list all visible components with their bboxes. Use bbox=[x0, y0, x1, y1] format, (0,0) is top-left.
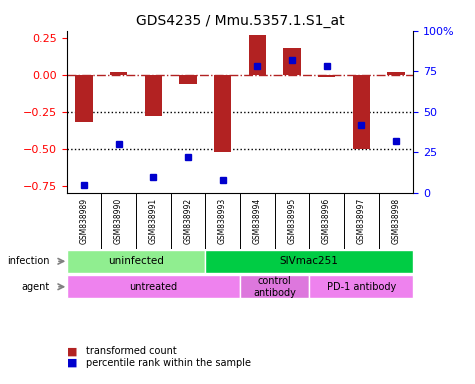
Text: GSM838997: GSM838997 bbox=[357, 198, 366, 244]
Bar bbox=[318, 75, 335, 77]
Text: GSM838990: GSM838990 bbox=[114, 198, 123, 244]
Text: GSM838989: GSM838989 bbox=[79, 198, 88, 244]
Title: GDS4235 / Mmu.5357.1.S1_at: GDS4235 / Mmu.5357.1.S1_at bbox=[135, 14, 344, 28]
Text: GSM838992: GSM838992 bbox=[183, 198, 192, 244]
Text: infection: infection bbox=[7, 256, 49, 266]
Text: agent: agent bbox=[21, 282, 49, 292]
Text: uninfected: uninfected bbox=[108, 256, 164, 266]
Bar bbox=[75, 75, 93, 122]
Text: GSM838995: GSM838995 bbox=[287, 198, 296, 244]
Text: GSM838998: GSM838998 bbox=[391, 198, 400, 244]
FancyBboxPatch shape bbox=[240, 275, 309, 298]
Text: ■: ■ bbox=[66, 346, 77, 356]
Bar bbox=[214, 75, 231, 152]
Bar bbox=[144, 75, 162, 116]
Bar bbox=[179, 75, 197, 84]
Text: ■: ■ bbox=[66, 358, 77, 368]
Bar bbox=[352, 75, 370, 149]
Text: GSM838991: GSM838991 bbox=[149, 198, 158, 244]
Text: control
antibody: control antibody bbox=[253, 276, 296, 298]
Text: transformed count: transformed count bbox=[86, 346, 176, 356]
Bar bbox=[110, 72, 127, 75]
Text: untreated: untreated bbox=[129, 282, 177, 292]
FancyBboxPatch shape bbox=[66, 250, 205, 273]
Text: GSM838993: GSM838993 bbox=[218, 198, 227, 244]
Text: PD-1 antibody: PD-1 antibody bbox=[327, 282, 396, 292]
Text: GSM838996: GSM838996 bbox=[322, 198, 331, 244]
FancyBboxPatch shape bbox=[309, 275, 413, 298]
Bar bbox=[387, 72, 405, 75]
Text: percentile rank within the sample: percentile rank within the sample bbox=[86, 358, 250, 368]
Bar bbox=[248, 35, 266, 75]
Text: SIVmac251: SIVmac251 bbox=[280, 256, 339, 266]
Text: GSM838994: GSM838994 bbox=[253, 198, 262, 244]
Bar bbox=[283, 48, 301, 75]
FancyBboxPatch shape bbox=[205, 250, 413, 273]
FancyBboxPatch shape bbox=[66, 275, 240, 298]
